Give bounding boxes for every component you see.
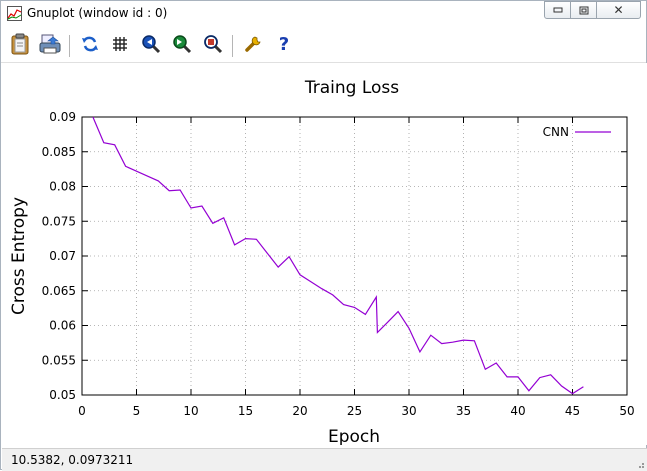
y-tick-label: 0.05 xyxy=(49,388,76,402)
series-lines xyxy=(92,116,584,395)
chart-title: Traing Loss xyxy=(304,78,399,98)
replot-icon xyxy=(82,36,98,52)
unzoom-button[interactable] xyxy=(202,33,224,55)
status-bar: 10.5382, 0.0973211 xyxy=(2,448,647,471)
x-tick-label: 45 xyxy=(565,404,580,418)
y-tick-label: 0.065 xyxy=(42,284,76,298)
title-bar[interactable]: Gnuplot (window id : 0) ✕ xyxy=(1,1,646,27)
grid-icon xyxy=(113,37,127,51)
plot-canvas[interactable]: 0 5 10 15 20 25 30 35 40 45 50 0.05 0.055 0.06 0.065 0… xyxy=(2,63,647,447)
resize-grip-icon[interactable] xyxy=(635,459,645,469)
x-tick-label: 35 xyxy=(456,404,471,418)
replot-button[interactable] xyxy=(79,33,101,55)
x-tick-labels: 0 5 10 15 20 25 30 35 40 45 50 xyxy=(78,404,634,418)
x-tick-label: 25 xyxy=(347,404,362,418)
minimize-button[interactable] xyxy=(544,1,571,19)
gnuplot-app-icon xyxy=(7,6,22,21)
series-line-cnn xyxy=(92,116,584,395)
restore-button[interactable] xyxy=(570,1,597,19)
toggle-grid-button[interactable] xyxy=(109,33,131,55)
clipboard-icon xyxy=(11,33,29,55)
help-icon: ? xyxy=(279,34,289,54)
print-button[interactable] xyxy=(39,33,61,55)
y-axis-label: Cross Entropy xyxy=(9,197,29,315)
y-tick-labels: 0.05 0.055 0.06 0.065 0.07 0.075 0.08 0.085 0.09 xyxy=(42,110,76,402)
help-button[interactable]: ? xyxy=(273,33,295,55)
copy-to-clipboard-button[interactable] xyxy=(9,33,31,55)
minimize-icon xyxy=(553,7,562,13)
x-tick-label: 40 xyxy=(510,404,525,418)
y-tick-label: 0.085 xyxy=(42,145,76,159)
legend-label: CNN xyxy=(543,125,569,139)
legend: CNN xyxy=(543,125,611,139)
y-tick-label: 0.07 xyxy=(49,249,76,263)
y-tick-label: 0.08 xyxy=(49,180,76,194)
zoom-next-button[interactable] xyxy=(171,33,193,55)
y-tick-label: 0.09 xyxy=(49,110,76,124)
x-tick-label: 5 xyxy=(133,404,141,418)
grid-lines xyxy=(82,117,627,395)
y-tick-label: 0.055 xyxy=(42,353,76,367)
options-button[interactable] xyxy=(242,33,264,55)
options-wrench-icon xyxy=(245,36,261,52)
zoom-next-icon xyxy=(173,35,192,54)
x-tick-label: 15 xyxy=(238,404,253,418)
restore-icon xyxy=(579,6,588,14)
close-icon: ✕ xyxy=(613,3,624,17)
ticks xyxy=(81,116,628,396)
x-tick-label: 10 xyxy=(183,404,198,418)
toolbar-separator xyxy=(69,35,70,57)
loss-chart: 0 5 10 15 20 25 30 35 40 45 50 0.050.0550.060.0650… xyxy=(9,78,635,447)
x-axis-label: Epoch xyxy=(328,427,380,445)
zoom-previous-icon xyxy=(142,35,161,54)
close-button[interactable]: ✕ xyxy=(596,1,641,19)
y-tick-label: 0.075 xyxy=(42,214,76,228)
toolbar: ? xyxy=(1,29,646,63)
window-title: Gnuplot (window id : 0) xyxy=(27,6,168,20)
x-tick-label: 30 xyxy=(401,404,416,418)
toolbar-separator xyxy=(232,35,233,57)
print-icon xyxy=(39,34,61,54)
cursor-coordinates: 10.5382, 0.0973211 xyxy=(11,453,134,467)
x-tick-label: 0 xyxy=(78,404,86,418)
svg-text:?: ? xyxy=(279,34,289,54)
x-tick-label: 20 xyxy=(292,404,307,418)
zoom-unzoom-icon xyxy=(204,35,223,54)
zoom-previous-button[interactable] xyxy=(140,33,162,55)
y-tick-label: 0.06 xyxy=(49,319,76,333)
x-tick-label: 50 xyxy=(619,404,634,418)
